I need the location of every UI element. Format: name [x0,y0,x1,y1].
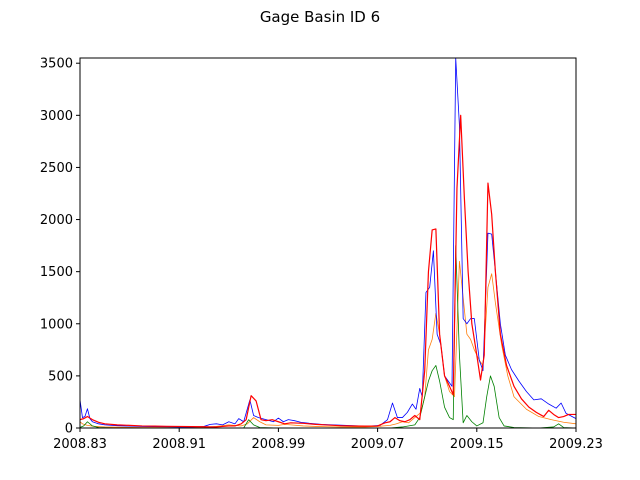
chart-title: Gage Basin ID 6 [260,8,380,26]
y-tick-label: 2500 [40,161,73,176]
x-tick-label: 2008.83 [53,437,107,452]
series-line-3 [80,245,576,428]
y-axis: 0 500 1000 1500 2000 2500 3000 3500 [40,57,80,437]
x-tick-label: 2009.07 [351,437,405,452]
plot-frame [79,57,577,429]
y-tick-label: 2000 [40,213,73,228]
y-tick-label: 1000 [40,317,73,332]
x-tick-label: 2009.15 [450,437,504,452]
y-tick-label: 3000 [40,109,73,124]
y-tick-label: 1500 [40,265,73,280]
x-tick-label: 2008.99 [252,437,306,452]
y-tick-label: 500 [48,369,73,384]
x-tick-label: 2009.23 [549,437,603,452]
y-tick-label: 3500 [40,57,73,72]
x-tick-label: 2008.91 [152,437,206,452]
x-axis: 2008.83 2008.91 2008.99 2009.07 2009.15 2009.… [53,428,603,452]
series-line-4 [80,114,576,428]
y-tick-label: 0 [65,422,73,437]
